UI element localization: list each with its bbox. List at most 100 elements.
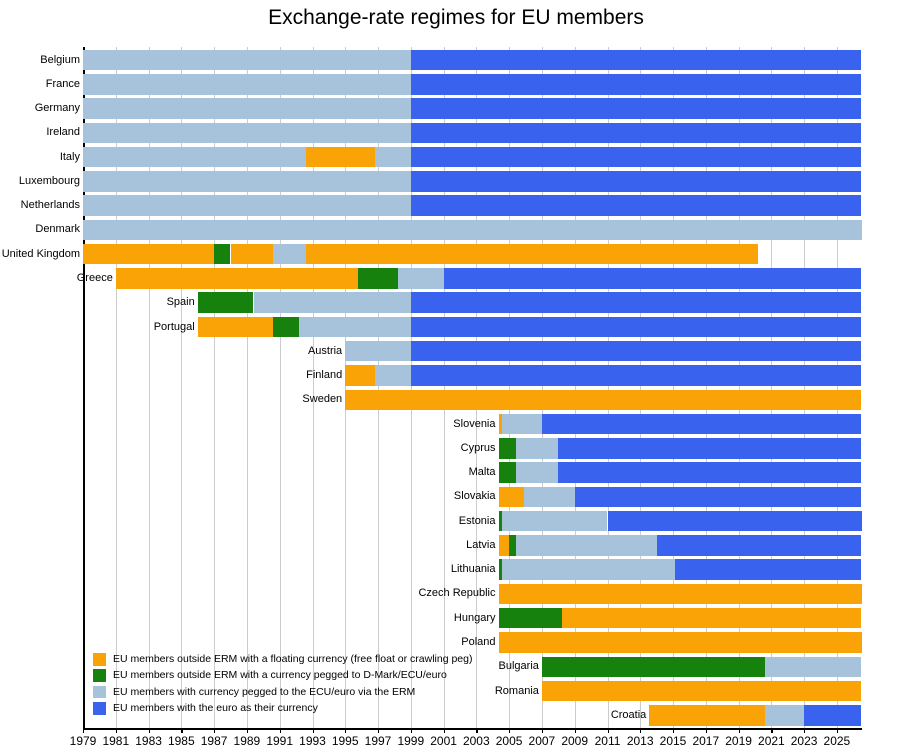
- bar-segment-ireland-erm: [83, 122, 411, 144]
- gridline: [345, 47, 347, 728]
- bar-segment-italy-euro: [410, 146, 862, 168]
- legend-label: EU members with the euro as their curren…: [113, 702, 318, 715]
- x-tick: [410, 728, 413, 733]
- bar-segment-estonia-peg: [498, 510, 502, 532]
- gridline: [246, 47, 248, 728]
- country-label: Ireland: [46, 126, 80, 139]
- x-tick-label: 1983: [135, 734, 162, 748]
- bar-segment-slovakia-euro: [574, 486, 862, 508]
- legend-swatch-erm: [93, 685, 106, 699]
- x-tick-label: 2001: [430, 734, 457, 748]
- bar-segment-poland-float: [498, 632, 862, 653]
- country-label: France: [45, 77, 80, 90]
- x-tick-label: 2011: [594, 734, 621, 748]
- country-label: Greece: [76, 271, 113, 284]
- country-label: Latvia: [466, 538, 496, 551]
- legend-swatch-peg: [93, 669, 106, 682]
- legend-label: EU members outside ERM with a currency p…: [113, 669, 447, 682]
- bar-segment-united-kingdom-erm: [273, 243, 306, 265]
- x-tick: [476, 728, 478, 733]
- gridline: [705, 47, 707, 728]
- gridline: [673, 47, 674, 728]
- x-tick-label: 1981: [102, 734, 130, 748]
- gridline: [476, 47, 478, 728]
- x-tick: [640, 728, 642, 733]
- bar-segment-finland-float: [345, 365, 375, 386]
- bar-segment-spain-erm: [253, 292, 411, 313]
- legend-swatch-float: [93, 653, 106, 666]
- bar-segment-malta-euro: [558, 462, 862, 483]
- chart-title: Exchange-rate regimes for EU members: [268, 6, 644, 29]
- bar-segment-germany-euro: [410, 98, 862, 119]
- bar-segment-luxembourg-erm: [83, 171, 411, 192]
- x-tick: [148, 728, 150, 733]
- country-label: Slovakia: [453, 490, 496, 503]
- country-label: Croatia: [610, 708, 647, 721]
- x-tick-label: 2023: [790, 734, 818, 748]
- x-tick: [345, 728, 347, 733]
- gridline: [443, 47, 445, 728]
- x-tick: [378, 728, 380, 733]
- country-label: Denmark: [35, 223, 80, 236]
- x-tick: [246, 728, 249, 733]
- x-tick: [705, 728, 708, 733]
- bar-segment-portugal-erm: [299, 316, 411, 338]
- gridline: [836, 47, 838, 728]
- bar-segment-latvia-peg: [509, 535, 516, 556]
- bar-segment-hungary-float: [561, 607, 862, 629]
- country-label: Poland: [461, 636, 496, 648]
- bar-segment-bulgaria-peg: [541, 656, 765, 678]
- bar-segment-bulgaria-erm: [764, 656, 862, 678]
- bar-segment-greece-erm: [397, 268, 444, 289]
- bar-segment-slovenia-float: [498, 413, 502, 435]
- x-tick: [279, 728, 281, 733]
- gridline: [541, 47, 543, 728]
- bar-segment-lithuania-euro: [674, 559, 862, 580]
- bar-segment-spain-peg: [197, 292, 254, 313]
- x-tick: [738, 728, 740, 733]
- bar-segment-cyprus-peg: [498, 438, 516, 459]
- bar-segment-italy-erm: [83, 146, 306, 168]
- x-tick-label: 2019: [725, 734, 752, 748]
- bar-segment-slovakia-float: [498, 486, 524, 508]
- country-label: Netherlands: [20, 199, 80, 212]
- bar-segment-portugal-peg: [273, 316, 300, 338]
- bar-segment-austria-erm: [345, 340, 411, 362]
- gridline: [574, 47, 576, 728]
- x-tick: [214, 728, 216, 733]
- bar-segment-portugal-euro: [410, 316, 862, 338]
- gridline: [771, 47, 773, 728]
- country-label: Germany: [34, 102, 80, 114]
- bar-segment-malta-peg: [498, 462, 516, 483]
- x-tick: [83, 728, 85, 733]
- gridline: [738, 47, 740, 728]
- gridline: [214, 47, 216, 728]
- country-label: Finland: [306, 369, 343, 381]
- bar-segment-latvia-erm: [515, 535, 657, 556]
- x-tick-label: 2009: [561, 734, 589, 748]
- bar-segment-united-kingdom-peg: [214, 243, 231, 265]
- country-label: Hungary: [453, 611, 496, 624]
- bar-segment-spain-euro: [410, 292, 862, 313]
- bar-segment-united-kingdom-float: [305, 243, 759, 265]
- country-label: Cyprus: [460, 441, 496, 454]
- x-tick-label: 1979: [69, 734, 97, 748]
- country-label: Malta: [468, 466, 496, 479]
- x-tick-label: 1993: [299, 734, 326, 748]
- bar-segment-malta-erm: [515, 462, 559, 483]
- bar-segment-estonia-erm: [501, 510, 608, 532]
- x-tick: [509, 728, 511, 733]
- x-tick: [181, 728, 183, 733]
- bar-segment-united-kingdom-float: [230, 243, 274, 265]
- x-tick-label: 1995: [331, 734, 359, 748]
- gridline: [279, 47, 281, 728]
- legend-swatch-euro: [93, 702, 106, 715]
- x-tick-label: 1985: [167, 734, 195, 748]
- x-tick: [607, 728, 609, 733]
- x-tick: [673, 728, 675, 733]
- country-label: Lithuania: [450, 563, 496, 576]
- gridline: [181, 47, 183, 728]
- country-label: Romania: [494, 684, 539, 697]
- bar-segment-slovenia-erm: [501, 413, 542, 435]
